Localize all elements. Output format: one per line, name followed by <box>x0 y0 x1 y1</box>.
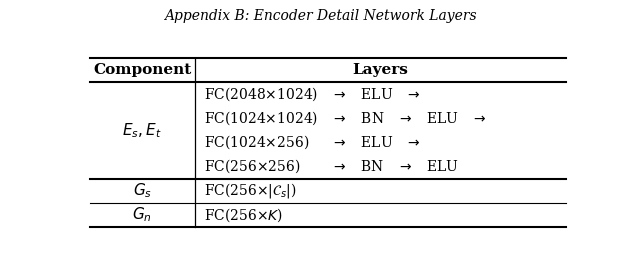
Text: $E_s, E_t$: $E_s, E_t$ <box>122 121 162 140</box>
Text: FC(256$\times$256)       $\rightarrow$   BN   $\rightarrow$   ELU: FC(256$\times$256) $\rightarrow$ BN $\ri… <box>204 158 459 176</box>
Text: Layers: Layers <box>353 63 408 77</box>
Text: FC(2048$\times$1024)   $\rightarrow$   ELU   $\rightarrow$: FC(2048$\times$1024) $\rightarrow$ ELU $… <box>204 85 420 103</box>
Text: FC(1024$\times$1024)   $\rightarrow$   BN   $\rightarrow$   ELU   $\rightarrow$: FC(1024$\times$1024) $\rightarrow$ BN $\… <box>204 109 486 127</box>
Text: FC(256$\times$$K$): FC(256$\times$$K$) <box>204 206 283 224</box>
Text: Component: Component <box>93 63 191 77</box>
Text: FC(1024$\times$256)     $\rightarrow$   ELU   $\rightarrow$: FC(1024$\times$256) $\rightarrow$ ELU $\… <box>204 134 420 151</box>
Text: Appendix B: Encoder Detail Network Layers: Appendix B: Encoder Detail Network Layer… <box>164 9 476 23</box>
Text: $G_n$: $G_n$ <box>132 206 152 224</box>
Text: $G_s$: $G_s$ <box>132 182 152 200</box>
Text: FC(256$\times$$|\mathcal{C}_s|$): FC(256$\times$$|\mathcal{C}_s|$) <box>204 181 296 200</box>
